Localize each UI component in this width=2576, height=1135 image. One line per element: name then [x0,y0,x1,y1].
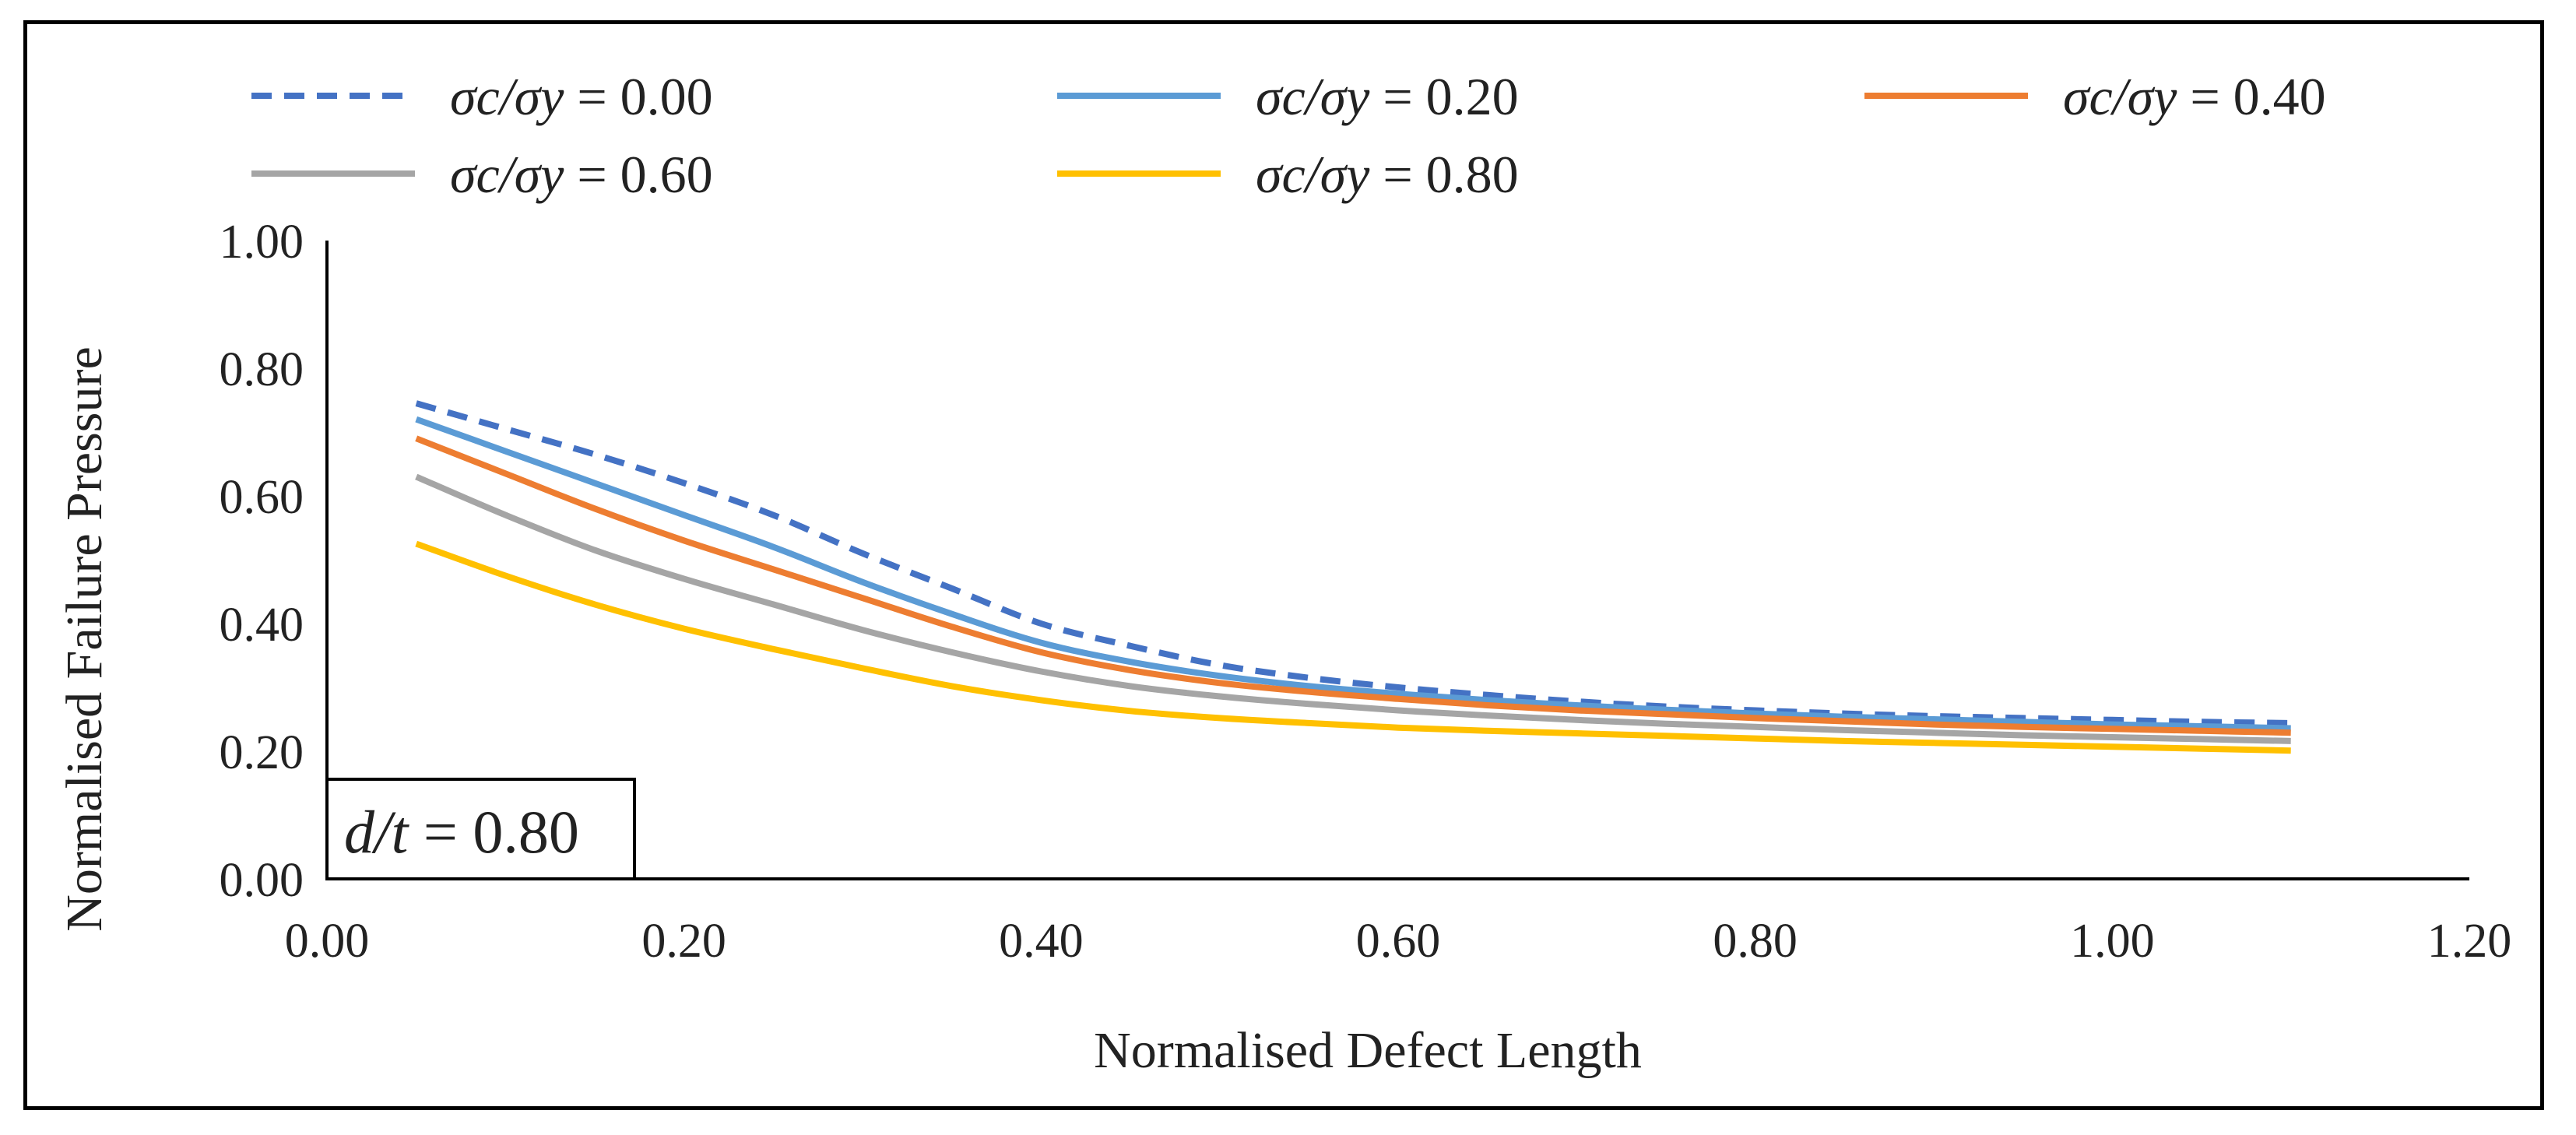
legend-label: σc/σy = 0.20 [1256,67,1519,126]
line-chart: σc/σy = 0.00 σc/σy = 0.20 σc/σy = 0.40 σc/σ… [56,67,2512,1079]
series-line-2 [415,435,2291,736]
legend-label: σc/σy = 0.40 [2063,67,2326,126]
x-tick-label: 1.00 [2070,915,2155,968]
x-tick-label: 1.20 [2427,915,2512,968]
chart-frame: σc/σy = 0.00 σc/σy = 0.20 σc/σy = 0.40 σc/σ… [23,20,2544,1110]
series-line-1 [415,416,2291,732]
x-tick-label: 0.20 [641,915,726,968]
y-tick-label: 0.00 [220,854,304,907]
series-lines [415,400,2291,754]
legend-item-4: σc/σy = 0.80 [1057,145,1519,204]
y-tick-label: 0.80 [220,343,304,396]
axes: 0.00 0.20 0.40 0.60 0.80 1.00 0.00 0.20 0.40 0.60… [220,216,2512,968]
annotation-box: d/t = 0.80 [325,778,636,880]
legend-label: σc/σy = 0.00 [450,67,713,126]
legend-item-0: σc/σy = 0.00 [251,67,713,126]
y-tick-label: 1.00 [220,216,304,269]
legend-item-2: σc/σy = 0.40 [1864,67,2326,126]
annotation-rect [325,778,636,880]
legend-label: σc/σy = 0.80 [1256,145,1519,204]
y-tick-label: 0.40 [220,599,304,652]
y-tick-label: 0.60 [220,471,304,524]
legend-item-3: σc/σy = 0.60 [251,145,713,204]
annotation-label: d/t = 0.80 [344,798,579,866]
series-line-3 [415,473,2291,744]
x-tick-label: 0.80 [1713,915,1798,968]
x-tick-label: 0.00 [285,915,370,968]
legend: σc/σy = 0.00 σc/σy = 0.20 σc/σy = 0.40 σc/σ… [251,67,2326,204]
legend-item-1: σc/σy = 0.20 [1057,67,1519,126]
y-axis-title: Normalised Failure Pressure [56,346,113,932]
x-tick-label: 0.40 [999,915,1084,968]
y-tick-label: 0.20 [220,726,304,779]
series-line-0 [415,400,2291,726]
series-line-4 [415,540,2291,754]
legend-label: σc/σy = 0.60 [450,145,713,204]
x-tick-label: 0.60 [1356,915,1441,968]
x-axis-title: Normalised Defect Length [1094,1022,1642,1079]
